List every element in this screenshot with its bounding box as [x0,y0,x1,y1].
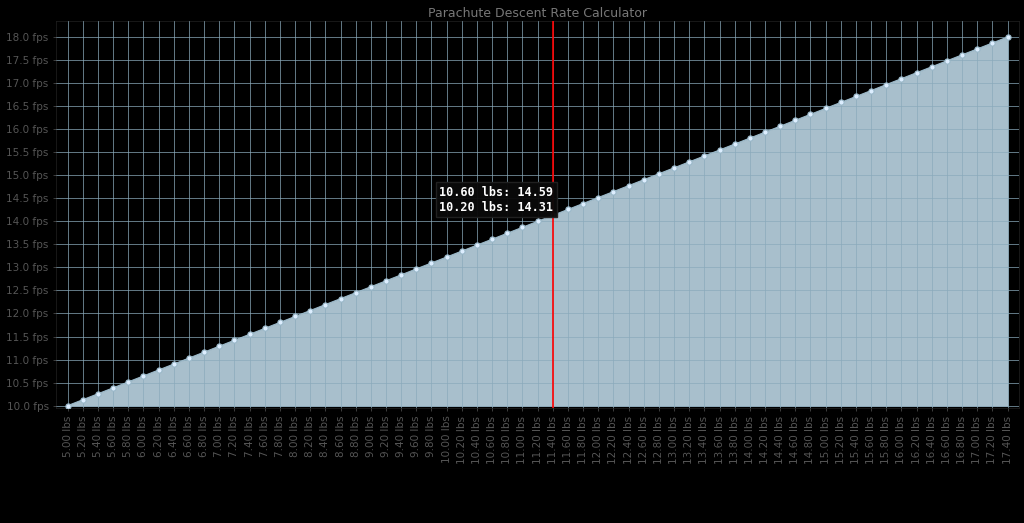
Point [621,181,637,190]
Point [151,366,167,374]
Point [438,253,455,261]
Point [105,383,122,392]
Point [787,116,804,124]
Point [863,86,880,95]
Point [514,223,530,232]
Point [90,390,106,398]
Point [681,158,697,166]
Point [135,372,152,380]
Point [75,395,91,404]
Point [317,300,334,309]
Title: Parachute Descent Rate Calculator: Parachute Descent Rate Calculator [428,7,647,20]
Point [772,122,788,130]
Point [469,241,485,249]
Point [848,93,864,101]
Point [120,378,136,386]
Point [333,294,349,303]
Point [878,81,894,89]
Point [560,205,577,213]
Point [287,312,303,321]
Point [574,199,591,208]
Point [454,247,470,255]
Point [605,187,622,196]
Point [226,336,243,345]
Point [545,211,561,220]
Point [166,360,182,368]
Point [712,146,728,154]
Text: 10.60 lbs: 14.59
10.20 lbs: 14.31: 10.60 lbs: 14.59 10.20 lbs: 14.31 [439,186,553,214]
Point [59,402,76,410]
Point [969,45,985,53]
Point [378,277,394,285]
Point [499,229,515,237]
Point [726,140,742,148]
Point [484,235,501,243]
Point [529,217,546,225]
Point [181,354,198,362]
Point [666,164,682,172]
Point [953,51,970,59]
Point [893,74,909,83]
Point [999,33,1016,41]
Point [196,348,212,356]
Point [757,128,773,137]
Point [696,152,713,160]
Point [924,63,940,71]
Point [984,39,1000,47]
Point [242,330,258,338]
Point [257,324,273,333]
Point [423,259,439,267]
Point [393,271,410,279]
Point [833,98,849,107]
Point [741,134,758,142]
Point [817,104,834,112]
Point [908,69,925,77]
Point [650,169,667,178]
Point [211,342,227,350]
Point [409,265,425,273]
Point [271,318,288,326]
Point [347,289,364,297]
Point [590,194,606,202]
Point [302,306,318,315]
Point [939,56,955,65]
Point [362,282,379,291]
Point [802,110,818,119]
Point [636,176,652,184]
